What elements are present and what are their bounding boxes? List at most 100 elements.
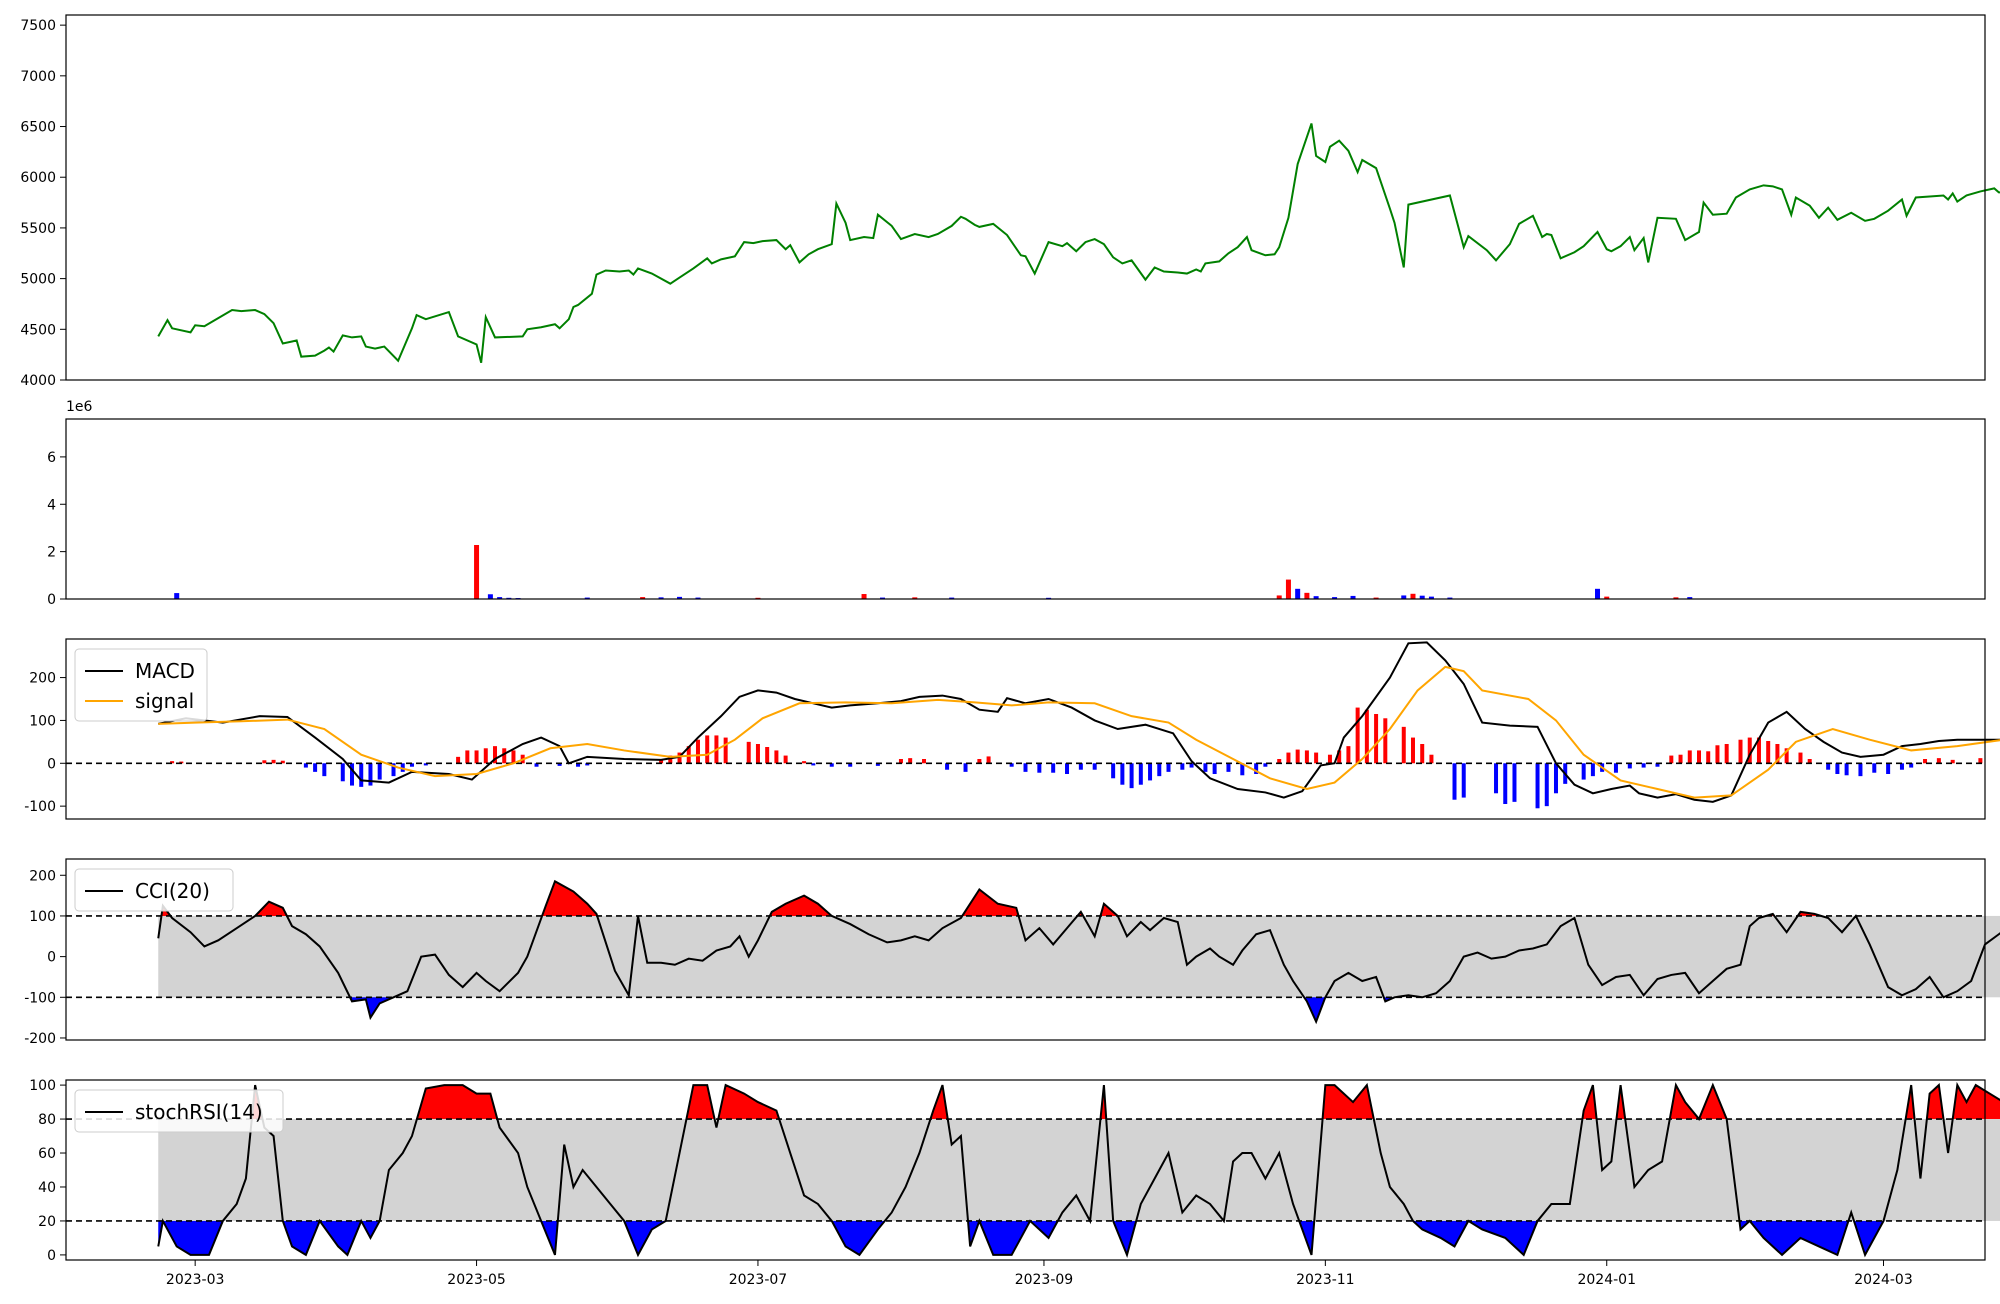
macd-histogram-bar	[1051, 763, 1056, 773]
stochrsi-y-tick-label: 60	[38, 1146, 56, 1162]
cci-line	[157, 879, 2000, 1025]
macd-histogram-bar	[1886, 763, 1891, 774]
macd-histogram-bar	[1129, 763, 1134, 789]
macd-histogram-bar	[170, 761, 175, 764]
stochrsi-oversold-fill	[624, 1220, 666, 1255]
macd-histogram-bar	[1166, 763, 1171, 772]
cci-overbought-fill	[769, 895, 832, 916]
macd-histogram-bar	[1512, 763, 1517, 802]
macd-histogram-bar	[1835, 763, 1840, 774]
cci-y-tick-label: -100	[24, 990, 56, 1006]
macd-histogram-bar	[483, 748, 488, 764]
macd-histogram-bar	[534, 763, 539, 767]
macd-histogram-bar	[1858, 763, 1863, 777]
macd-histogram-bar	[1613, 763, 1618, 773]
macd-axes-frame	[65, 638, 1986, 820]
x-tick-label: 2023-11	[1296, 1272, 1355, 1288]
macd-histogram-bar	[705, 735, 710, 764]
cci-y-tick-label: 0	[47, 950, 56, 966]
volume-bar	[861, 594, 867, 599]
stochrsi-line	[157, 1081, 2000, 1259]
stochrsi-axes-frame	[65, 1079, 1986, 1261]
price-y-tick-label: 7500	[20, 18, 56, 34]
macd-histogram-bar	[493, 746, 498, 764]
stochrsi-oversold-fill	[1412, 1220, 1469, 1247]
volume-offset-text: 1e6	[66, 399, 93, 415]
volume-bar	[1295, 588, 1301, 599]
macd-histogram-bar	[963, 763, 968, 772]
macd-histogram-bar	[511, 750, 516, 764]
macd-histogram-bar	[1295, 749, 1300, 764]
macd-panel: -100 0 100 200 MACD signal	[24, 638, 2000, 820]
macd-histogram-bar	[908, 758, 913, 764]
price-y-tick-label: 5500	[20, 221, 56, 237]
macd-signal-line	[158, 665, 2000, 799]
macd-histogram-bar	[1581, 763, 1586, 780]
macd-histogram-bar	[1747, 737, 1752, 764]
macd-histogram-bar	[1738, 739, 1743, 764]
macd-histogram-bar	[668, 755, 673, 764]
macd-histogram-bar	[1065, 763, 1070, 774]
macd-histogram-bar	[1784, 748, 1789, 764]
macd-histogram-bar	[1240, 763, 1245, 776]
macd-histogram-bar	[1503, 763, 1508, 804]
cci-axes-frame	[65, 858, 1986, 1041]
macd-histogram-bar	[686, 746, 691, 764]
volume-bar	[497, 597, 503, 599]
macd-histogram-bar	[659, 759, 664, 764]
volume-bar	[487, 594, 493, 599]
volume-bar	[879, 597, 885, 599]
volume-bar	[1401, 595, 1407, 599]
stochrsi-legend-box	[74, 1089, 284, 1133]
macd-histogram-bar	[1936, 758, 1941, 764]
price-y-tick-label: 7000	[20, 69, 56, 85]
macd-histogram-bar	[1715, 745, 1720, 764]
macd-histogram-bar	[1254, 763, 1259, 774]
macd-histogram-bar	[1111, 763, 1116, 779]
macd-histogram-bar	[262, 760, 267, 764]
cci-overbought-fill	[962, 889, 1019, 916]
macd-histogram-bar	[585, 763, 590, 766]
macd-histogram-bar	[1844, 763, 1849, 776]
macd-histogram-bar	[898, 759, 903, 764]
macd-legend-label: signal	[135, 689, 194, 713]
macd-legend: MACD signal	[74, 648, 208, 722]
macd-histogram-bar	[1023, 763, 1028, 772]
volume-bar	[949, 597, 955, 599]
macd-histogram-bar	[1687, 750, 1692, 764]
macd-histogram-bar	[1461, 763, 1466, 798]
volume-bar	[695, 597, 701, 599]
macd-histogram-bar	[1899, 763, 1904, 770]
volume-bar	[1604, 596, 1610, 599]
x-tick-label: 2024-03	[1854, 1272, 1913, 1288]
volume-y-tick-label: 2	[47, 545, 56, 561]
macd-histogram-bar	[1590, 763, 1595, 777]
macd-legend-box	[74, 648, 208, 722]
macd-histogram-bar	[755, 744, 760, 764]
macd-histogram-bar	[1909, 763, 1914, 768]
macd-histogram-bar	[1226, 763, 1231, 772]
macd-histogram-bar	[1374, 714, 1379, 764]
macd-plot-area	[66, 639, 1985, 819]
volume-bar	[1673, 597, 1679, 599]
cci-y-tick-label: -200	[24, 1031, 56, 1047]
macd-histogram-bar	[765, 747, 770, 764]
macd-histogram-bar	[802, 761, 807, 764]
macd-y-tick-label: -100	[24, 799, 56, 815]
volume-bar	[584, 597, 590, 599]
macd-histogram-bar	[1775, 744, 1780, 764]
macd-histogram-bar	[1544, 763, 1549, 807]
macd-histogram-bar	[423, 763, 428, 766]
stochrsi-legend: stochRSI(14)	[74, 1089, 284, 1133]
price-y-tick-label: 5000	[20, 272, 56, 288]
macd-histogram-bar	[848, 763, 853, 767]
volume-bar	[677, 596, 683, 599]
macd-histogram-bar	[922, 759, 927, 764]
volume-axes-frame	[65, 418, 1986, 600]
stochrsi-oversold-fill	[1030, 1220, 1058, 1238]
stochrsi-oversold-fill	[282, 1220, 320, 1255]
stochrsi-overbought-fill	[1616, 1085, 1626, 1120]
macd-histogram-bar	[829, 763, 834, 767]
macd-histogram-bar	[1277, 759, 1282, 764]
price-y-tick-label: 6000	[20, 170, 56, 186]
